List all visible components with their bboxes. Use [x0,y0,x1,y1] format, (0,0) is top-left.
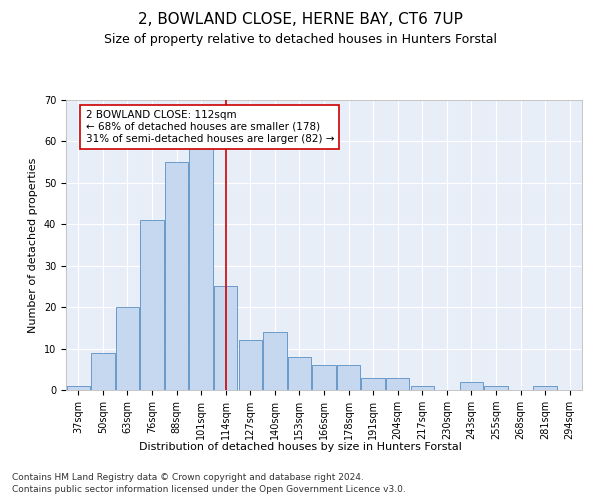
Text: Size of property relative to detached houses in Hunters Forstal: Size of property relative to detached ho… [104,32,497,46]
Bar [460,382,483,390]
Bar [214,286,238,390]
Bar [91,352,115,390]
Y-axis label: Number of detached properties: Number of detached properties [28,158,38,332]
Text: 2, BOWLAND CLOSE, HERNE BAY, CT6 7UP: 2, BOWLAND CLOSE, HERNE BAY, CT6 7UP [137,12,463,28]
Bar [239,340,262,390]
Text: Contains HM Land Registry data © Crown copyright and database right 2024.: Contains HM Land Registry data © Crown c… [12,472,364,482]
Bar [337,365,360,390]
Bar [386,378,409,390]
Text: Contains public sector information licensed under the Open Government Licence v3: Contains public sector information licen… [12,485,406,494]
Bar [116,307,139,390]
Text: 2 BOWLAND CLOSE: 112sqm
← 68% of detached houses are smaller (178)
31% of semi-d: 2 BOWLAND CLOSE: 112sqm ← 68% of detache… [86,110,334,144]
Bar [288,357,311,390]
Bar [361,378,385,390]
Bar [190,146,213,390]
Bar [533,386,557,390]
Bar [165,162,188,390]
Bar [410,386,434,390]
Bar [313,365,335,390]
Bar [263,332,287,390]
Text: Distribution of detached houses by size in Hunters Forstal: Distribution of detached houses by size … [139,442,461,452]
Bar [67,386,90,390]
Bar [140,220,164,390]
Bar [484,386,508,390]
